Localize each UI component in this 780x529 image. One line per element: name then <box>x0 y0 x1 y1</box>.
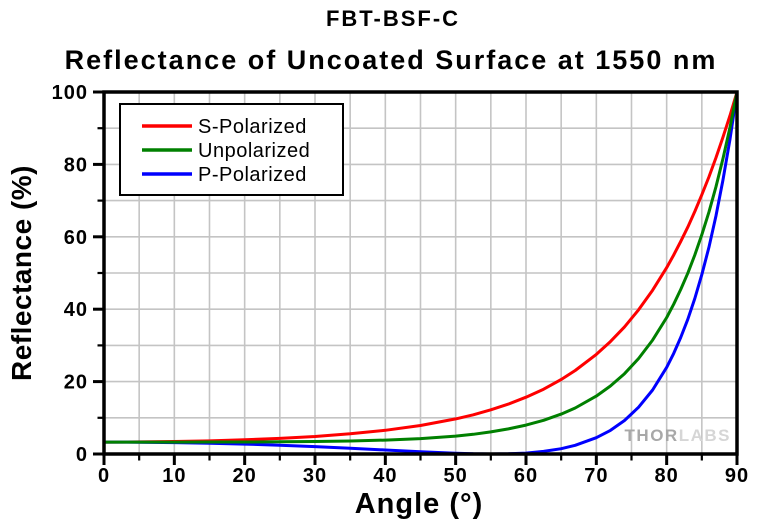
legend: S-Polarized Unpolarized P-Polarized <box>119 103 344 196</box>
curve-p-polarized <box>102 90 739 456</box>
data-curves <box>102 90 739 456</box>
y-axis-label: Reflectance (%) <box>6 165 37 381</box>
y-tick-label: 80 <box>64 154 88 176</box>
curve-unpolarized <box>102 90 739 444</box>
x-tick-label: 80 <box>655 465 679 487</box>
x-tick-label: 60 <box>514 465 538 487</box>
x-axis-label: Angle (°) <box>355 488 484 520</box>
x-tick-label: 90 <box>725 465 749 487</box>
watermark-labs: LABS <box>679 426 731 445</box>
y-tick-label: 60 <box>64 227 88 249</box>
legend-label-s-polarized: S-Polarized <box>198 116 307 138</box>
x-tick-label: 0 <box>98 465 110 487</box>
curve-s-polarized <box>102 90 739 444</box>
x-tick-label: 20 <box>233 465 257 487</box>
y-tick-label: 0 <box>76 444 88 466</box>
y-tick-label: 40 <box>64 299 88 321</box>
legend-label-unpolarized: Unpolarized <box>198 140 310 162</box>
y-tick-label: 20 <box>64 372 88 394</box>
watermark-thor: THOR <box>625 426 679 445</box>
legend-label-p-polarized: P-Polarized <box>198 164 307 186</box>
x-tick-label: 10 <box>162 465 186 487</box>
ticks-layer <box>93 90 739 465</box>
x-tick-label: 30 <box>303 465 327 487</box>
x-tick-label: 70 <box>584 465 608 487</box>
chart-subtitle: Reflectance of Uncoated Surface at 1550 … <box>65 45 718 75</box>
thorlabs-watermark: THORLABS <box>625 426 731 445</box>
tick-labels-layer: 0 10 20 30 40 50 60 70 80 90 0 20 40 60 80 100 <box>52 82 749 487</box>
x-tick-label: 50 <box>444 465 468 487</box>
x-tick-label: 40 <box>373 465 397 487</box>
chart-title: FBT-BSF-C <box>326 6 460 31</box>
y-tick-label: 100 <box>52 82 88 104</box>
